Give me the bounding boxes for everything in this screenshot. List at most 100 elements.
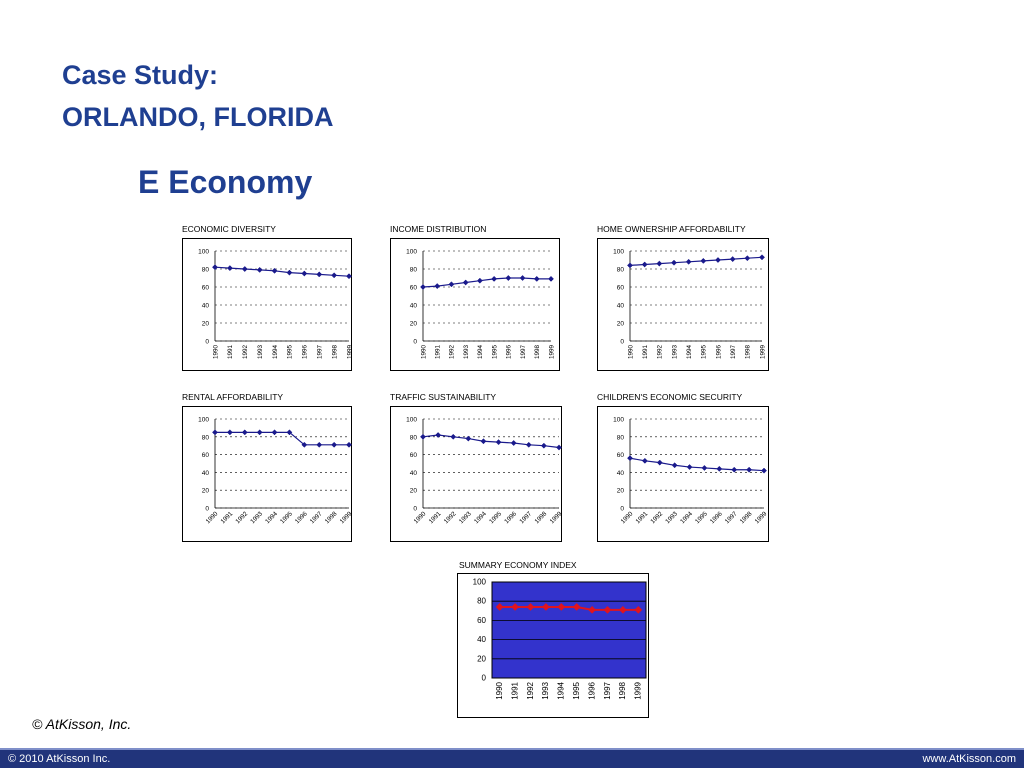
chart-summary-economy-index: 0 20 40 60 80 100 1990 1991 1992 1993 1994 1995 1996…: [457, 573, 649, 718]
chart-title: TRAFFIC SUSTAINABILITY: [390, 392, 497, 402]
x-tick-label: 1993: [463, 345, 470, 360]
x-tick-label: 1992: [234, 510, 249, 525]
x-tick-label: 1996: [506, 345, 513, 360]
y-tick-label: 0: [205, 339, 209, 346]
chart-traffic-sustainability: 0 20 40 60 80 100 1990 1991 1992 1993 1994 1995 1996…: [390, 406, 563, 542]
y-tick-label: 60: [202, 452, 210, 459]
page-title-line2: ORLANDO, FLORIDA: [62, 102, 334, 132]
x-tick-label: 1996: [715, 345, 722, 360]
y-tick-label: 20: [202, 488, 210, 495]
data-point: [271, 429, 278, 436]
data-point: [286, 429, 293, 436]
x-tick-label: 1994: [679, 510, 694, 525]
data-point: [301, 270, 308, 277]
data-point: [541, 603, 550, 611]
data-point: [671, 462, 678, 469]
x-tick-label: 1998: [739, 510, 754, 525]
y-tick-label: 80: [477, 597, 486, 606]
data-point: [271, 267, 278, 274]
data-point: [526, 603, 535, 611]
y-tick-label: 60: [617, 452, 625, 459]
x-tick-label: 1998: [331, 345, 338, 360]
y-tick-label: 20: [410, 488, 418, 495]
x-tick-label: 1995: [694, 510, 709, 525]
x-tick-label: 1990: [420, 345, 427, 360]
data-point: [729, 256, 736, 263]
data-point: [557, 603, 566, 611]
x-tick-label: 1996: [503, 510, 518, 525]
series-line: [422, 434, 560, 449]
data-point: [627, 262, 633, 269]
data-point: [420, 433, 426, 440]
x-tick-label: 1999: [634, 681, 643, 699]
x-tick-label: 1990: [627, 345, 634, 360]
chart-svg: 0 20 40 60 80 100 1990 1991 1992 1993 1994 1995 1996…: [406, 249, 555, 360]
x-tick-label: 1991: [634, 510, 649, 525]
x-tick-label: 1993: [257, 345, 264, 360]
data-point: [450, 433, 457, 440]
data-point: [346, 273, 352, 280]
data-point: [588, 605, 597, 614]
y-tick-label: 20: [410, 321, 418, 328]
data-point: [746, 466, 753, 473]
y-tick-label: 60: [410, 452, 418, 459]
page-title-line1: Case Study:: [62, 60, 219, 90]
footer-bar: © 2010 AtKisson Inc. www.AtKisson.com: [0, 748, 1024, 768]
data-point: [556, 444, 562, 451]
x-tick-label: 1991: [219, 510, 234, 525]
x-tick-label: 1993: [249, 510, 264, 525]
x-tick-label: 1995: [287, 345, 294, 360]
data-point: [434, 283, 441, 290]
y-tick-label: 40: [202, 470, 210, 477]
x-tick-label: 1994: [473, 510, 488, 525]
y-tick-label: 0: [205, 506, 209, 513]
data-point: [603, 605, 612, 614]
x-tick-label: 1991: [510, 681, 519, 699]
x-tick-label: 1993: [664, 510, 679, 525]
x-tick-label: 1996: [302, 345, 309, 360]
x-tick-label: 1993: [671, 345, 678, 360]
data-point: [627, 455, 633, 462]
x-tick-label: 1997: [724, 510, 739, 525]
data-point: [462, 279, 469, 286]
x-tick-label: 1994: [272, 345, 279, 360]
data-point: [540, 442, 547, 449]
data-point: [715, 257, 721, 263]
chart-title: ECONOMIC DIVERSITY: [182, 224, 276, 234]
chart-svg: 0 20 40 60 80 100 1990 1991 1992 1993 1994 1995 1996…: [198, 249, 353, 360]
x-tick-label: 1995: [491, 345, 498, 360]
chart-title: RENTAL AFFORDABILITY: [182, 392, 284, 402]
x-tick-label: 1992: [449, 345, 456, 360]
y-tick-label: 40: [410, 470, 418, 477]
data-point: [495, 603, 504, 611]
data-point: [241, 266, 248, 272]
x-tick-label: 1998: [618, 681, 627, 699]
data-point: [618, 605, 627, 614]
y-tick-label: 40: [617, 303, 625, 310]
footer-website-link[interactable]: www.AtKisson.com: [922, 753, 1016, 765]
x-tick-label: 1998: [324, 510, 339, 525]
y-tick-label: 80: [410, 434, 418, 441]
x-tick-label: 1997: [317, 345, 324, 360]
y-tick-label: 20: [477, 654, 486, 663]
data-point: [548, 275, 554, 282]
data-point: [465, 435, 472, 442]
x-tick-label: 1999: [549, 510, 563, 525]
x-tick-label: 1998: [534, 345, 541, 360]
y-tick-label: 40: [202, 303, 210, 310]
data-point: [519, 275, 526, 281]
y-tick-label: 80: [617, 434, 625, 441]
data-point: [731, 466, 738, 473]
data-point: [491, 275, 498, 282]
data-point: [533, 275, 540, 282]
data-point: [525, 441, 532, 448]
y-tick-label: 100: [613, 249, 624, 256]
series-line: [499, 605, 639, 611]
x-tick-label: 1999: [754, 510, 769, 525]
data-point: [331, 272, 338, 279]
series-line: [215, 431, 349, 446]
data-point: [212, 429, 218, 436]
data-point: [226, 429, 233, 436]
plot-area: [491, 581, 647, 679]
y-tick-label: 0: [482, 674, 487, 683]
